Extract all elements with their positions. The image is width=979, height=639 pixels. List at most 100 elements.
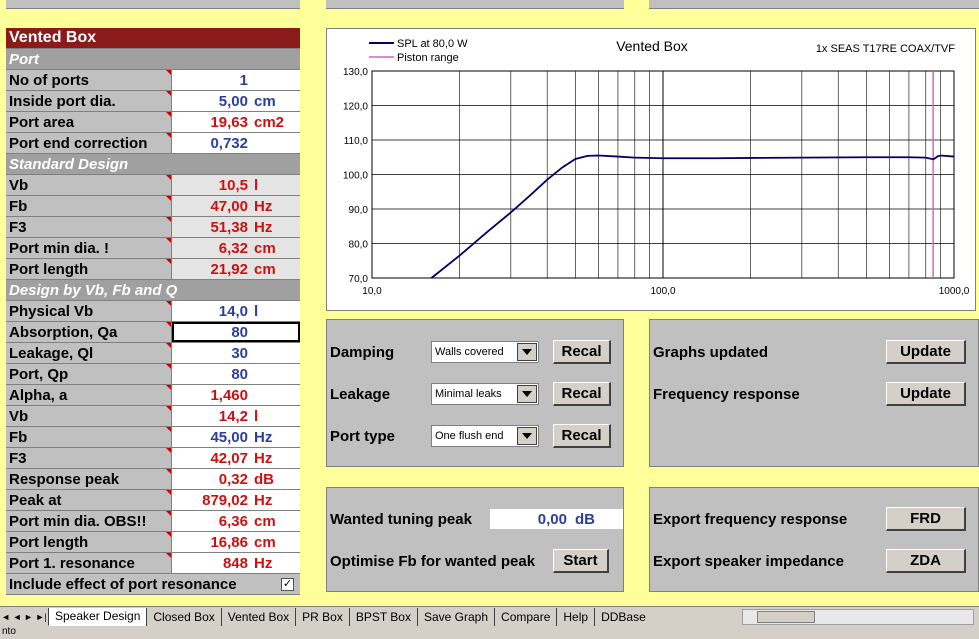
chevron-down-icon[interactable] [517, 385, 537, 403]
row-unit: l [254, 176, 259, 194]
table-row: Alpha, a 1,460 [6, 385, 300, 406]
wanted-tuning-field[interactable]: 0,00 dB [490, 509, 623, 529]
export-panel: Export frequency response FRD Export speak… [649, 487, 979, 592]
recal-button[interactable]: Recal [553, 424, 611, 448]
row-label: Fb [6, 427, 172, 447]
row-label: Peak at [6, 490, 172, 510]
wanted-tuning-row: Wanted tuning peak [327, 508, 623, 530]
row-unit: Hz [254, 218, 273, 236]
row-label: Alpha, a [6, 385, 172, 405]
sheet-tab[interactable]: BPST Box [348, 607, 417, 626]
section-header: Design by Vb, Fb and Q [6, 280, 300, 301]
row-label: Vb [6, 406, 172, 426]
sheet-tab[interactable]: Compare [494, 607, 556, 626]
next-sheet-icon[interactable]: ► [24, 611, 33, 622]
last-sheet-icon[interactable]: ►| [35, 611, 47, 622]
row-value: 45,00 [210, 428, 248, 446]
option-select-value: One flush end [435, 430, 504, 442]
table-row: F3 42,07 Hz [6, 448, 300, 469]
option-select[interactable]: One flush end [431, 425, 539, 447]
chevron-down-icon[interactable] [517, 343, 537, 361]
row-unit: dB [254, 470, 274, 488]
export-button[interactable]: ZDA [886, 549, 966, 573]
wanted-tuning-unit: dB [575, 510, 595, 528]
row-value-cell: 51,38 Hz [172, 217, 300, 237]
first-sheet-icon[interactable]: ◄ [1, 611, 11, 622]
legend-label-piston: Piston range [397, 52, 459, 64]
row-value-cell[interactable]: 14,0 l [172, 301, 300, 321]
option-select-value: Walls covered [435, 346, 504, 358]
row-value-cell: 6,32 cm [172, 238, 300, 258]
wanted-tuning-label: Wanted tuning peak [330, 510, 472, 528]
row-unit: cm [254, 239, 276, 257]
row-label: Port length [6, 259, 172, 279]
update-button[interactable]: Update [886, 340, 966, 364]
frequency-response-chart: 130,0 120,0 110,0 100,0 90,0 80,0 70,010,0 100,… [343, 38, 970, 297]
row-value: 21,92 [210, 260, 248, 278]
row-unit: Hz [254, 197, 273, 215]
y-tick-label: 90,0 [349, 205, 369, 216]
table-row: Port area 19,63 cm2 [6, 112, 300, 133]
row-label: Port end correction [6, 133, 172, 153]
horizontal-scrollbar[interactable] [742, 609, 974, 625]
sheet-tab[interactable]: DDBase [594, 607, 652, 626]
row-value-cell: 16,86 cm [172, 532, 300, 552]
start-button[interactable]: Start [553, 549, 609, 573]
row-value-cell: 848 Hz [172, 553, 300, 573]
row-value-cell[interactable]: 0,732 [172, 133, 300, 153]
row-value-cell: 1,460 [172, 385, 300, 405]
recal-button[interactable]: Recal [553, 340, 611, 364]
y-tick-label: 120,0 [343, 102, 368, 113]
top-strip-mid [326, 0, 624, 9]
include-resonance-row: Include effect of port resonance ✓ [6, 574, 300, 595]
update-row: Frequency response [650, 383, 978, 405]
row-value-cell[interactable]: 80 [172, 322, 300, 342]
row-value: 80 [231, 365, 248, 383]
row-value-cell: 47,00 Hz [172, 196, 300, 216]
scrollbar-thumb[interactable] [757, 611, 815, 623]
option-select[interactable]: Minimal leaks [431, 383, 539, 405]
table-row: Vb 14,2 l [6, 406, 300, 427]
table-row: Port, Qp 80 [6, 364, 300, 385]
row-value: 1,460 [210, 386, 248, 404]
row-unit: Hz [254, 554, 273, 572]
row-value-cell: 10,5 l [172, 175, 300, 195]
update-button[interactable]: Update [886, 382, 966, 406]
option-label: Damping [330, 343, 395, 361]
row-value-cell[interactable]: 80 [172, 364, 300, 384]
option-select[interactable]: Walls covered [431, 341, 539, 363]
row-value-cell[interactable]: 5,00 cm [172, 91, 300, 111]
sheet-tab[interactable]: Save Graph [416, 607, 494, 626]
y-tick-label: 130,0 [343, 67, 368, 78]
row-label: Inside port dia. [6, 91, 172, 111]
legend-label-spl: SPL at 80,0 W [397, 38, 468, 50]
chart-title: Vented Box [616, 38, 688, 54]
status-bar: nto [0, 626, 979, 639]
chevron-down-icon[interactable] [517, 427, 537, 445]
table-row: Port end correction 0,732 [6, 133, 300, 154]
row-label: F3 [6, 448, 172, 468]
row-value-cell[interactable]: 30 [172, 343, 300, 363]
include-resonance-checkbox[interactable]: ✓ [281, 578, 294, 591]
row-unit: Hz [254, 449, 273, 467]
row-label: No of ports [6, 70, 172, 90]
table-row: Port length 16,86 cm [6, 532, 300, 553]
table-row: Inside port dia. 5,00 cm [6, 91, 300, 112]
sheet-tab[interactable]: Vented Box [220, 607, 295, 626]
section-header: Port [6, 49, 300, 70]
row-unit: cm [254, 533, 276, 551]
row-unit: cm [254, 92, 276, 110]
sheet-tab[interactable]: Help [556, 607, 594, 626]
row-value-cell[interactable]: 45,00 Hz [172, 427, 300, 447]
table-row: Leakage, Ql 30 [6, 343, 300, 364]
prev-sheet-icon[interactable]: ◄ [12, 611, 22, 622]
table-row: Response peak 0,32 dB [6, 469, 300, 490]
export-button[interactable]: FRD [886, 507, 966, 531]
sheet-tab[interactable]: Speaker Design [48, 607, 147, 626]
row-unit: l [254, 407, 259, 425]
recal-button[interactable]: Recal [553, 382, 611, 406]
sheet-tab[interactable]: PR Box [295, 607, 349, 626]
sheet-tab[interactable]: Closed Box [146, 607, 220, 626]
row-value-cell[interactable]: 1 [172, 70, 300, 90]
row-label: Port min dia. ! [6, 238, 172, 258]
